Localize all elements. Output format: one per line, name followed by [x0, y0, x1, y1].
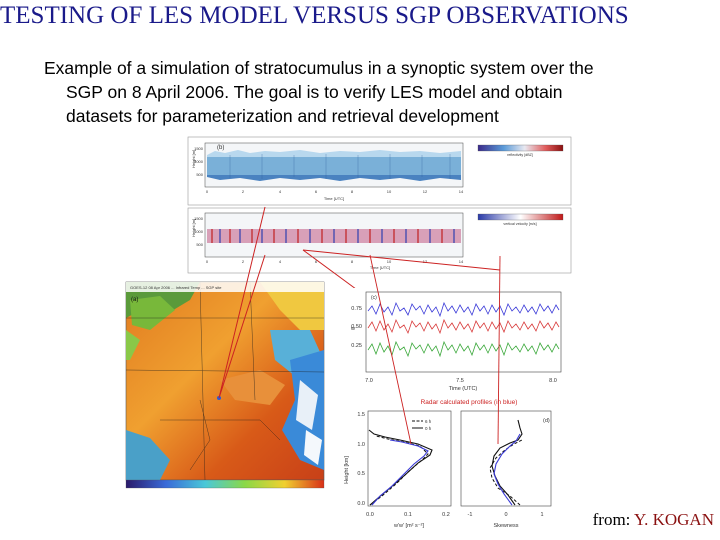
panel-d-ytick-2: 1.0 — [357, 442, 365, 448]
panel-b-xtick: 12 — [423, 189, 428, 194]
panel-b-colorbar-label: reflectivity [dBZ] — [507, 153, 533, 157]
panel-b-xtick: 0 — [206, 189, 209, 194]
series-red — [367, 318, 560, 335]
panel-c-timeseries: (c) 0.75 0.50 0.25 w 7.0 7.5 8.0 Time (U… — [345, 288, 570, 393]
panel-c-ylabel: w — [350, 326, 355, 332]
panel-b2-ylabel: Height [m] — [191, 219, 196, 237]
panel-b-xtick: 14 — [459, 189, 464, 194]
page-title: TESTING OF LES MODEL VERSUS SGP OBSERVAT… — [0, 2, 629, 29]
panel-d-label: (d) — [543, 418, 550, 424]
panel-b2-velocity: Height [m] 1500 1000 500 0 2 4 6 8 10 12… — [187, 207, 572, 274]
panel-b-xtick: 8 — [351, 189, 354, 194]
panel-b-label: (b) — [217, 145, 224, 151]
panel-d-ytick-4: 0.0 — [357, 501, 365, 507]
credit: from: Y. KOGAN — [593, 510, 714, 530]
subtitle-line-2: SGP on 8 April 2006. The goal is to veri… — [66, 82, 563, 102]
panel-b2-xtick: 2 — [242, 259, 245, 264]
panel-d-left-xtick-1: 0.0 — [366, 512, 374, 518]
panel-b-xtick: 6 — [315, 189, 318, 194]
panel-d-right-xtick-3: 1 — [540, 512, 543, 518]
panel-d-ylabel: Height [km] — [344, 456, 350, 484]
panel-b2-colorbar-label: vertical velocity [m/s] — [503, 222, 536, 226]
panel-d-right-axes — [460, 410, 552, 507]
panel-c-ytick-3: 0.25 — [351, 343, 362, 349]
panel-c-xtick-3: 8.0 — [549, 378, 557, 384]
panel-b2-colorbar — [477, 213, 564, 221]
panel-a-label: (a) — [131, 297, 138, 303]
sgp-site-marker — [217, 396, 221, 400]
panel-b2-xtick: 6 — [315, 259, 318, 264]
panel-c-xtick-1: 7.0 — [365, 378, 373, 384]
right-profile-blue — [493, 433, 521, 506]
panel-b2-xtick: 12 — [423, 259, 428, 264]
series-blue — [367, 301, 560, 318]
connector-lines — [218, 206, 501, 399]
panel-d-right-xtick-2: 0 — [504, 512, 507, 518]
panel-c-ytick-1: 0.75 — [351, 306, 362, 312]
panel-d-left-axes — [367, 410, 452, 507]
panel-d-left-xlabel: w'w' [m² s⁻²] — [393, 523, 425, 529]
panel-b-ylabel: Height [m] — [191, 150, 196, 168]
panel-d-left-xtick-2: 0.1 — [404, 512, 412, 518]
credit-prefix: from: — [592, 510, 635, 529]
panel-b-ytick-3: 500 — [196, 172, 203, 177]
panel-d-banner: Radar calculated profiles (in blue) — [421, 399, 518, 406]
panel-b2-xlabel: Time [UTC] — [370, 265, 390, 270]
series-green — [367, 340, 560, 358]
panel-b-xtick: 2 — [242, 189, 245, 194]
panel-b-reflectivity: (b) Height [m] 1500 1000 500 0 2 4 6 8 1… — [187, 136, 572, 206]
subtitle-line-3: datasets for parameterization and retrie… — [66, 106, 499, 126]
panel-d-right-xlabel: Skewness — [493, 523, 518, 529]
left-profile-dashed — [369, 435, 429, 506]
credit-name: Y. KOGAN — [634, 510, 714, 529]
panel-b-xtick: 10 — [387, 189, 392, 194]
panel-b2-ytick-1: 1500 — [194, 216, 204, 221]
panel-d-right-xtick-1: -1 — [468, 512, 473, 518]
panel-b2-xtick: 14 — [459, 259, 464, 264]
left-profile-black — [368, 429, 433, 506]
panel-b2-xtick: 4 — [279, 259, 282, 264]
panel-b2-xtick: 0 — [206, 259, 209, 264]
panel-d-profiles: Radar calculated profiles (in blue) (d) … — [344, 254, 552, 529]
panel-c-xtick-2: 7.5 — [456, 378, 464, 384]
right-profile-dashed — [489, 439, 523, 506]
panel-a-colorbar — [125, 479, 325, 489]
panel-d-ytick-3: 0.5 — [357, 471, 365, 477]
panel-b-xlabel: Time [UTC] — [324, 196, 344, 201]
panel-a-header: GOES-12 08 Apr 2006 ... Infrared Temp ..… — [130, 285, 222, 290]
panel-b2-ytick-3: 500 — [196, 242, 203, 247]
panel-c-xlabel: Time (UTC) — [449, 386, 478, 392]
panel-d-left-xtick-3: 0.2 — [442, 512, 450, 518]
left-profile-blue — [371, 439, 429, 506]
panel-d-ytick-1: 1.5 — [357, 412, 365, 418]
panel-b-xtick: 4 — [279, 189, 282, 194]
panel-a-satellite-map: GOES-12 08 Apr 2006 ... Infrared Temp ..… — [125, 281, 325, 489]
panel-b2-ytick-2: 1000 — [194, 229, 204, 234]
subtitle: Example of a simulation of stratocumulus… — [44, 56, 704, 128]
panel-c-label: (c) — [371, 295, 377, 301]
panel-b2-xtick: 8 — [351, 259, 354, 264]
right-profile-black — [491, 419, 523, 506]
panel-b-colorbar — [477, 144, 564, 152]
subtitle-line-1: Example of a simulation of stratocumulus… — [44, 58, 594, 78]
panel-b2-xtick: 10 — [387, 259, 392, 264]
legend-6h: 6 h — [425, 419, 432, 424]
panel-c-ytick-2: 0.50 — [351, 324, 362, 330]
panel-b-ytick-1: 1500 — [194, 146, 204, 151]
panel-b-ytick-2: 1000 — [194, 159, 204, 164]
legend-0h: 0 h — [425, 426, 432, 431]
